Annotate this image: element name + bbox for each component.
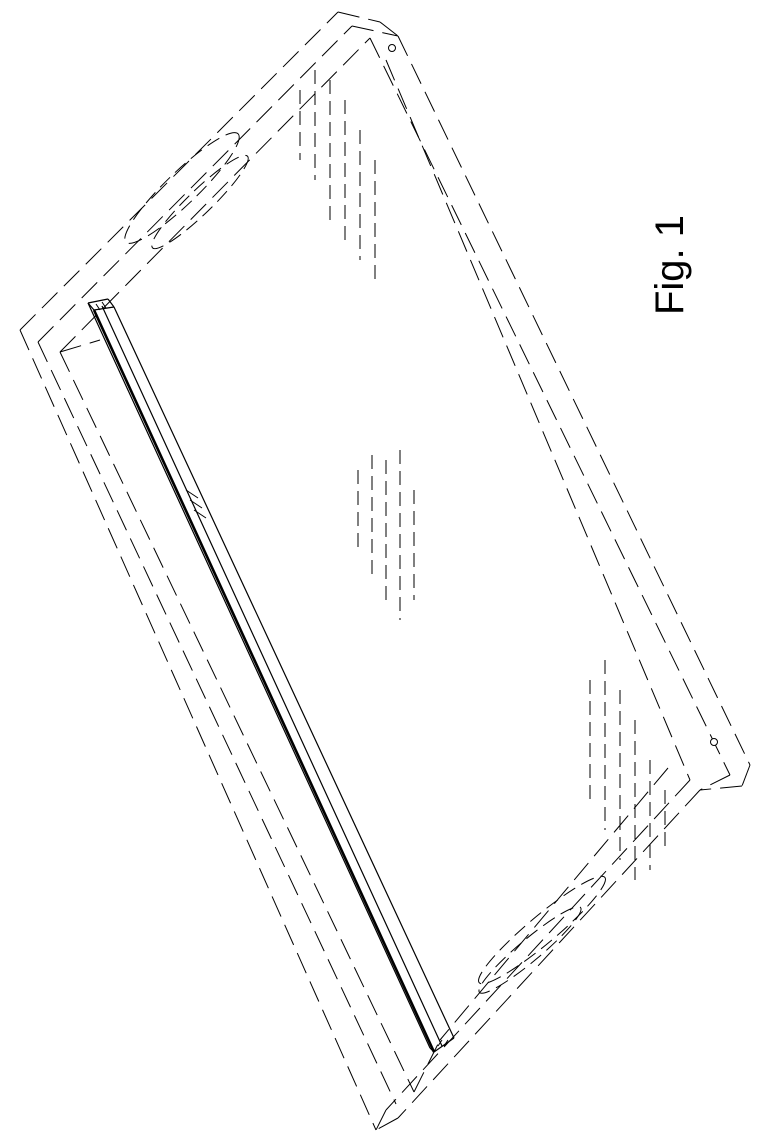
rail-strip [88,299,454,1052]
tray-outline [20,12,750,1130]
mounting-holes [389,45,718,746]
hole-top [389,45,396,52]
figure-label: Fig. 1 [648,215,692,315]
handle-openings [115,122,614,1001]
surface-shading [300,70,665,880]
hole-bottom [711,739,718,746]
